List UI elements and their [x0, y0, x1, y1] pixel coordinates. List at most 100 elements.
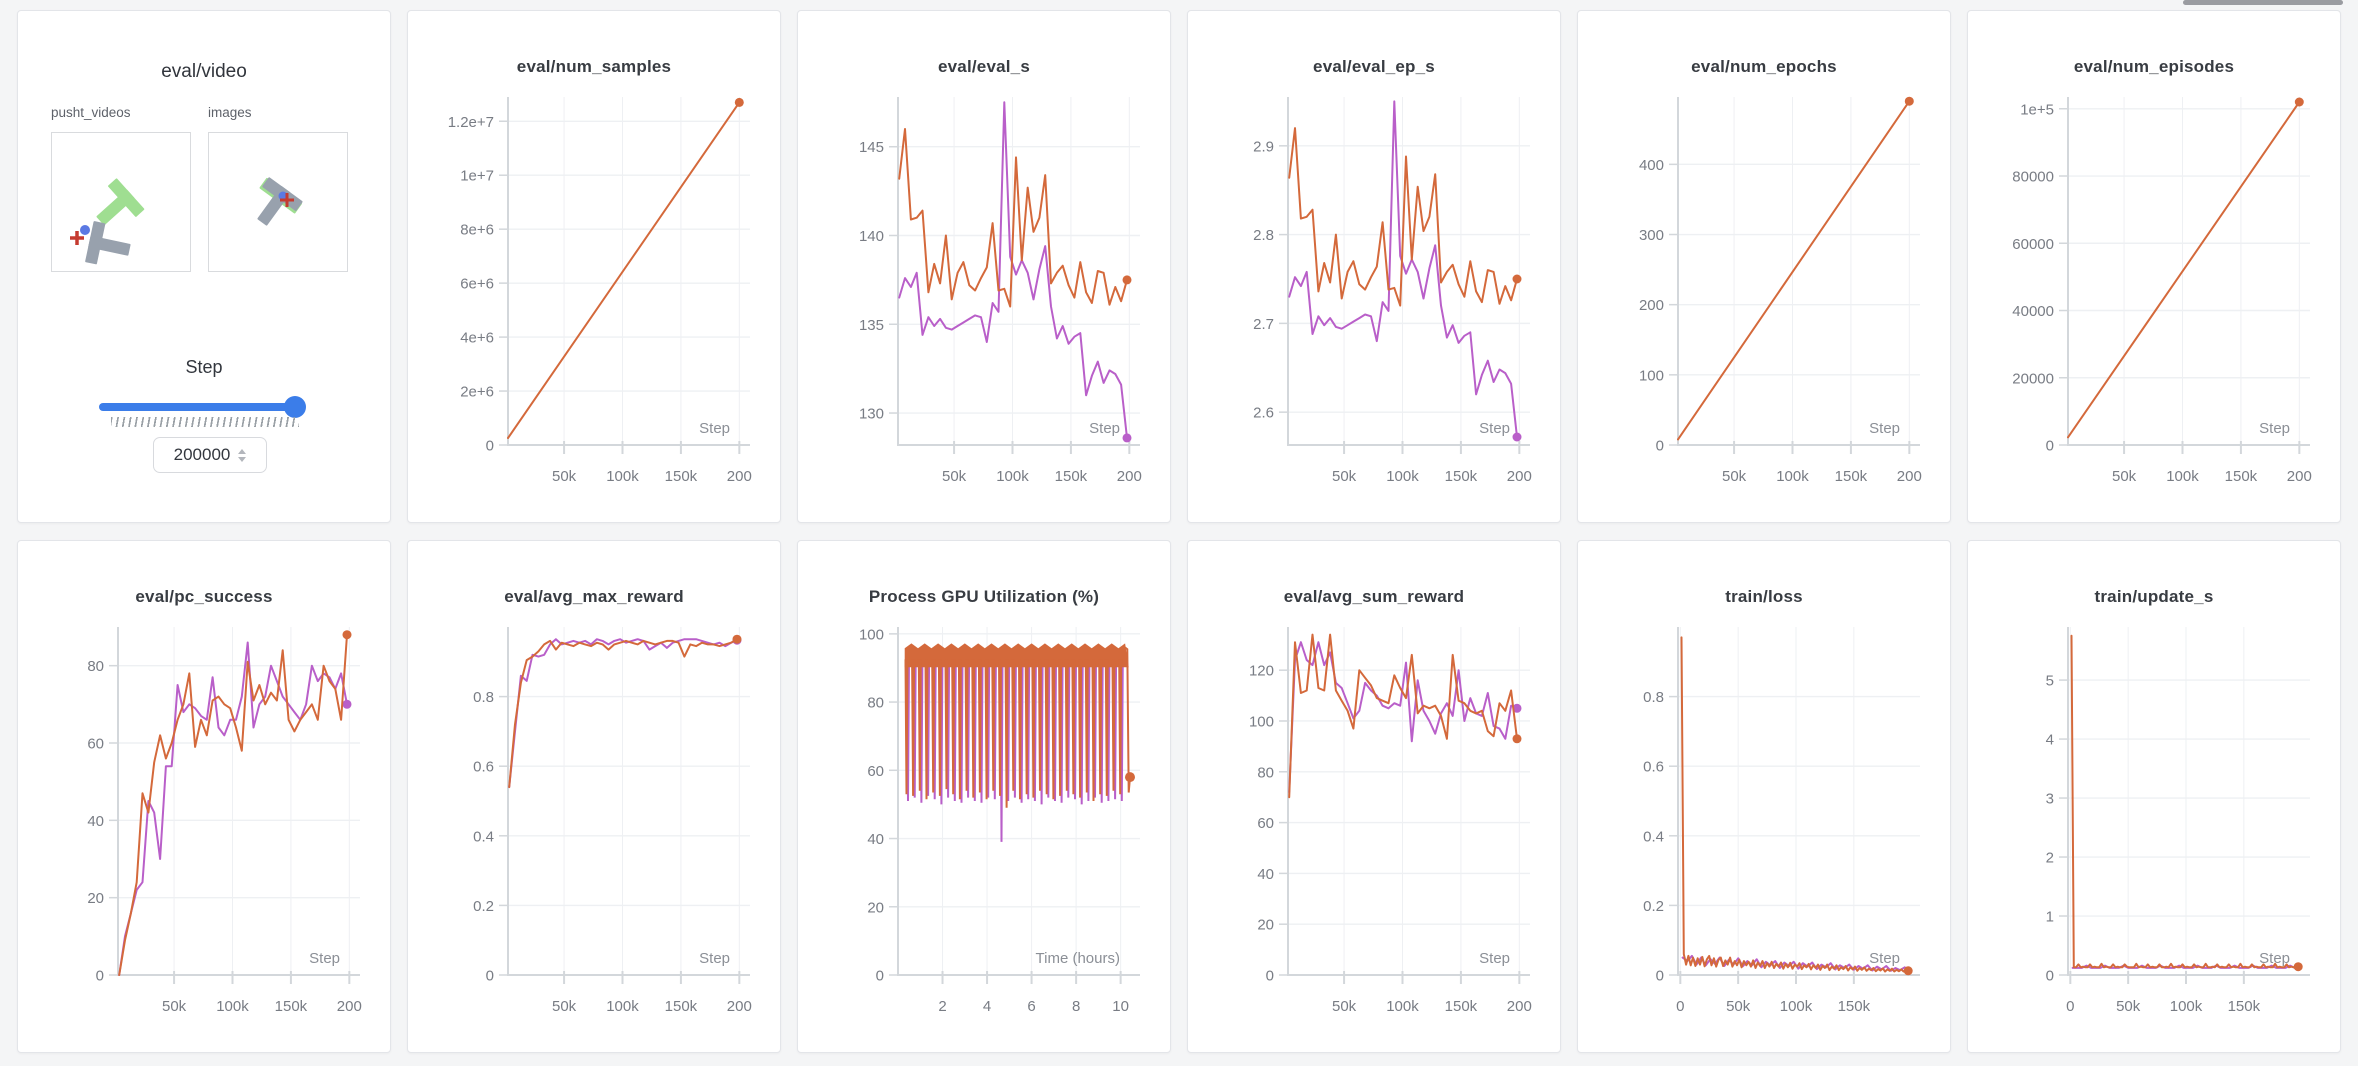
svg-text:40: 40 — [87, 813, 104, 830]
series-end-dot — [1122, 275, 1132, 285]
pusht-video-thumbnail[interactable] — [51, 132, 191, 272]
scrollbar-thumb[interactable] — [2183, 0, 2343, 5]
chart-canvas-eval-num-episodes[interactable]: 0 20000 40000 60000 80000 1e+5 50k 100k 150k 200 S… — [1968, 85, 2341, 515]
svg-text:200: 200 — [2287, 468, 2312, 485]
agent-dot — [80, 225, 90, 235]
svg-text:140: 140 — [859, 228, 884, 245]
svg-text:0: 0 — [1676, 998, 1684, 1015]
series-run-orange — [2067, 97, 2304, 439]
x-axis-label: Step — [1089, 420, 1120, 437]
increment-icon[interactable] — [238, 448, 247, 454]
svg-text:200: 200 — [1639, 297, 1664, 314]
svg-text:100k: 100k — [1780, 998, 1813, 1015]
axes — [117, 627, 360, 976]
chart-title: eval/avg_sum_reward — [1283, 587, 1465, 606]
tick-labels: 0 20 40 60 80 50k 100k 150k 200 — [87, 658, 362, 1015]
series-run-orange — [1288, 127, 1522, 307]
chart-panel-process-gpu-utilization[interactable]: Process GPU Utilization (%) 0 20 40 60 80 100 2… — [797, 540, 1171, 1053]
stepper-arrows[interactable] — [238, 448, 247, 462]
chart-panel-train-update-s[interactable]: train/update_s 0 1 2 3 4 5 0 50k 100k 150k Step — [1967, 540, 2341, 1053]
x-axis-label: Step — [1869, 420, 1900, 437]
axes — [1677, 97, 1920, 446]
svg-text:0.2: 0.2 — [1643, 898, 1664, 915]
series-end-dot — [1904, 96, 1914, 106]
svg-text:80000: 80000 — [2012, 169, 2054, 186]
gridlines — [898, 97, 1140, 445]
axes — [2067, 627, 2310, 976]
chart-panel-train-loss[interactable]: train/loss 0 0.2 0.4 0.6 0.8 0 50k 100k 150k Step — [1577, 540, 1951, 1053]
step-slider-label: Step — [185, 357, 223, 377]
series-run-purple — [508, 635, 742, 789]
svg-text:50k: 50k — [2112, 468, 2137, 485]
chart-panel-eval-eval-ep-s[interactable]: eval/eval_ep_s 2.6 2.7 2.8 2.9 50k 100k 150k 200… — [1187, 10, 1561, 523]
series-end-dot — [1512, 274, 1522, 284]
chart-canvas-eval-pc-success[interactable]: 0 20 40 60 80 50k 100k 150k 200 Step — [18, 615, 391, 1045]
chart-canvas-train-loss[interactable]: 0 0.2 0.4 0.6 0.8 0 50k 100k 150k Step — [1578, 615, 1951, 1045]
svg-text:50k: 50k — [552, 998, 577, 1015]
chart-panel-eval-avg-sum-reward[interactable]: eval/avg_sum_reward 0 20 40 60 80 100 120 50k 100… — [1187, 540, 1561, 1053]
gridlines — [2068, 627, 2310, 976]
svg-text:0: 0 — [96, 968, 104, 985]
series-run-orange — [2070, 634, 2303, 972]
svg-text:20: 20 — [1257, 917, 1274, 934]
svg-text:150k: 150k — [665, 998, 698, 1015]
chart-panel-eval-pc-success[interactable]: eval/pc_success 0 20 40 60 80 50k 100k 150k 200 St… — [17, 540, 391, 1053]
step-number-input[interactable]: 200000 — [153, 437, 267, 473]
chart-canvas-process-gpu-utilization[interactable]: 0 20 40 60 80 100 2 4 6 8 10 Time (hours) — [798, 615, 1171, 1045]
svg-text:60: 60 — [87, 736, 104, 753]
svg-text:0: 0 — [1266, 968, 1274, 985]
gpu-utilization-trace — [904, 643, 1135, 842]
decrement-icon[interactable] — [238, 456, 247, 462]
svg-text:100k: 100k — [2166, 468, 2199, 485]
chart-panel-eval-num-episodes[interactable]: eval/num_episodes 0 20000 40000 60000 80000 1e… — [1967, 10, 2341, 523]
step-slider[interactable] — [99, 403, 305, 411]
chart-canvas-eval-num-epochs[interactable]: 0 100 200 300 400 50k 100k 150k 200 Step — [1578, 85, 1951, 515]
gridlines — [1678, 627, 1920, 976]
series-end-dot — [1512, 734, 1522, 744]
svg-text:1: 1 — [2046, 909, 2054, 926]
chart-canvas-eval-num-samples[interactable]: 0 2e+6 4e+6 6e+6 8e+6 1e+7 1.2e+7 50k 100k 150k 20… — [408, 85, 781, 515]
images-thumbnail[interactable] — [208, 132, 348, 272]
svg-text:40000: 40000 — [2012, 303, 2054, 320]
svg-text:50k: 50k — [552, 468, 577, 485]
tick-labels: 0 2e+6 4e+6 6e+6 8e+6 1e+7 1.2e+7 50k 100k 150k 20… — [448, 114, 752, 485]
svg-text:0.4: 0.4 — [473, 828, 494, 845]
svg-text:400: 400 — [1639, 157, 1664, 174]
svg-text:60000: 60000 — [2012, 236, 2054, 253]
series-run-purple — [1288, 100, 1522, 442]
gray-t-shape — [257, 177, 303, 226]
chart-canvas-eval-avg-max-reward[interactable]: 0 0.2 0.4 0.6 0.8 50k 100k 150k 200 Step — [408, 615, 781, 1045]
agent-dot — [278, 191, 288, 201]
svg-text:50k: 50k — [1722, 468, 1747, 485]
gray-t-shape — [85, 221, 131, 265]
step-slider-thumb[interactable] — [284, 396, 306, 418]
media-label-pusht-videos: pusht_videos — [51, 105, 131, 120]
chart-panel-eval-num-epochs[interactable]: eval/num_epochs 0 100 200 300 400 50k 100k 150k 2… — [1577, 10, 1951, 523]
target-cross-icon — [70, 231, 84, 245]
series-end-dot — [734, 97, 744, 107]
chart-canvas-eval-eval-s[interactable]: 130 135 140 145 50k 100k 150k 200 Step — [798, 85, 1171, 515]
chart-canvas-eval-avg-sum-reward[interactable]: 0 20 40 60 80 100 120 50k 100k 150k 200 Step — [1188, 615, 1561, 1045]
svg-text:2e+6: 2e+6 — [460, 384, 494, 401]
svg-text:1e+5: 1e+5 — [2020, 101, 2054, 118]
chart-title: train/update_s — [2094, 587, 2214, 606]
x-axis-label: Step — [1479, 420, 1510, 437]
chart-panel-eval-eval-s[interactable]: eval/eval_s 130 135 140 145 50k 100k 150k 200 Ste… — [797, 10, 1171, 523]
svg-text:0.8: 0.8 — [473, 689, 494, 706]
axes — [1287, 97, 1530, 446]
chart-canvas-eval-eval-ep-s[interactable]: 2.6 2.7 2.8 2.9 50k 100k 150k 200 Step — [1188, 85, 1561, 515]
axes — [507, 627, 750, 976]
gridlines — [1678, 97, 1920, 446]
step-value: 200000 — [173, 445, 231, 464]
chart-panel-eval-num-samples[interactable]: eval/num_samples 0 2e+6 4e+6 6e+6 8e+6 1e+7 1.2… — [407, 10, 781, 523]
media-panel-eval-video[interactable]: eval/video pusht_videos images — [17, 10, 391, 523]
chart-panel-eval-avg-max-reward[interactable]: eval/avg_max_reward 0 0.2 0.4 0.6 0.8 50k 100k 1… — [407, 540, 781, 1053]
svg-text:100k: 100k — [2170, 998, 2203, 1015]
gridlines — [1288, 627, 1530, 976]
svg-text:200: 200 — [1507, 468, 1532, 485]
series-end-dot — [732, 634, 742, 644]
svg-text:2: 2 — [2046, 850, 2054, 867]
series-run-purple — [898, 101, 1132, 443]
svg-text:100k: 100k — [1776, 468, 1809, 485]
chart-canvas-train-update-s[interactable]: 0 1 2 3 4 5 0 50k 100k 150k Step — [1968, 615, 2341, 1045]
